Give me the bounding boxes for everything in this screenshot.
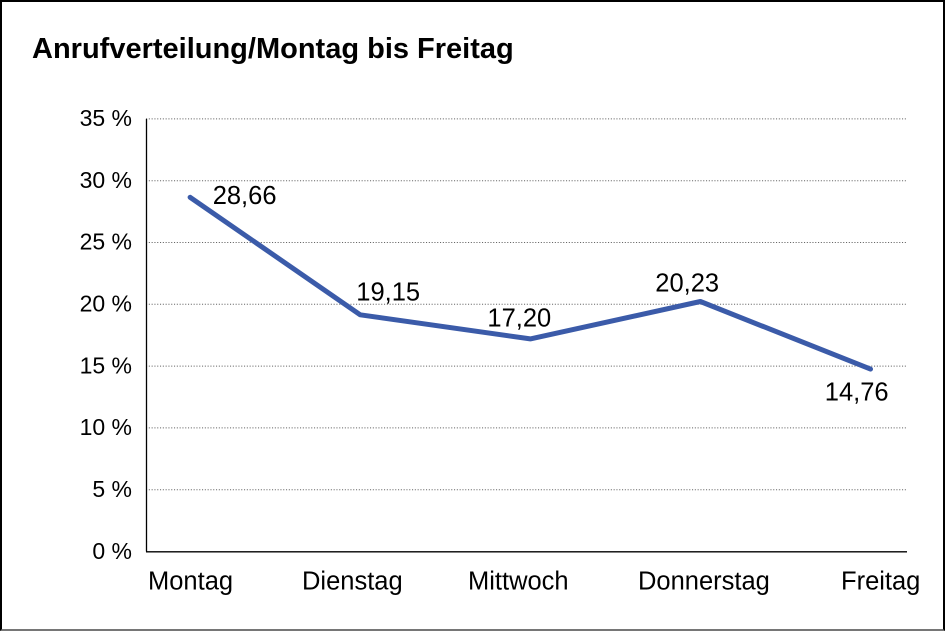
svg-text:10 %: 10 %: [80, 414, 132, 440]
svg-text:5 %: 5 %: [92, 476, 132, 502]
svg-text:0 %: 0 %: [92, 538, 132, 564]
svg-text:28,66: 28,66: [213, 182, 277, 210]
svg-text:14,76: 14,76: [825, 379, 889, 407]
svg-text:15 %: 15 %: [80, 353, 132, 379]
svg-text:20,23: 20,23: [655, 269, 719, 297]
svg-text:Freitag: Freitag: [841, 568, 920, 596]
svg-text:Donnerstag: Donnerstag: [638, 568, 770, 596]
svg-text:19,15: 19,15: [356, 278, 420, 306]
svg-text:17,20: 17,20: [487, 304, 551, 332]
svg-text:Mittwoch: Mittwoch: [468, 568, 569, 596]
svg-text:25 %: 25 %: [80, 229, 132, 255]
svg-text:30 %: 30 %: [80, 167, 132, 193]
svg-text:20 %: 20 %: [80, 291, 132, 317]
svg-text:35 %: 35 %: [80, 105, 132, 131]
svg-text:Dienstag: Dienstag: [302, 568, 403, 596]
svg-text:Montag: Montag: [148, 568, 233, 596]
